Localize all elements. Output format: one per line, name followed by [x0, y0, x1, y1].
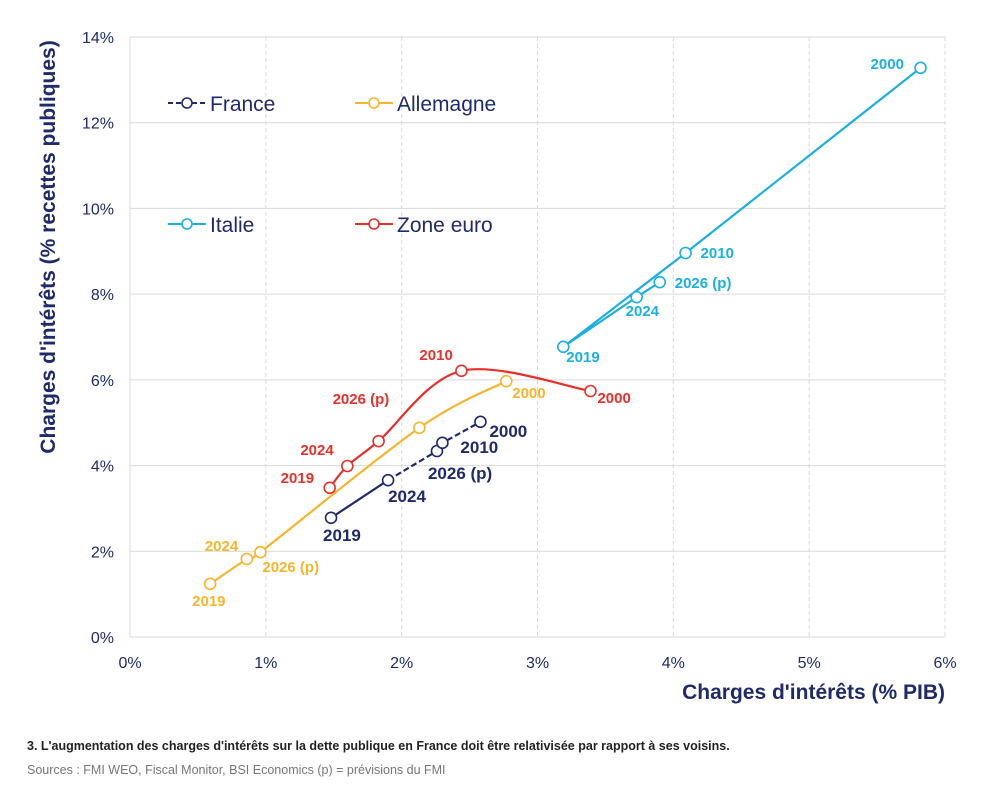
- italie-point: [653, 275, 667, 289]
- italie-point: [679, 246, 692, 260]
- y-tick-label: 2%: [91, 544, 114, 561]
- italie-legend-label: Italie: [210, 214, 254, 237]
- y-tick-label: 12%: [82, 116, 114, 133]
- france-legend-marker: [181, 97, 193, 109]
- allemagne-point: [203, 577, 217, 591]
- allemagne-point: [499, 374, 513, 388]
- italie-legend-marker: [181, 218, 193, 230]
- italie-point: [630, 290, 643, 304]
- italie-point-label: 2019: [566, 349, 599, 366]
- allemagne-point-label: 2024: [205, 538, 239, 555]
- france-point-label: 2000: [489, 422, 527, 441]
- france-series-line-dashed: [387, 420, 481, 482]
- y-tick-label: 0%: [91, 630, 114, 647]
- y-axis-title: Charges d'intérêts (% recettes publiques…: [37, 40, 60, 453]
- y-tick-label: 6%: [91, 373, 114, 390]
- zone-euro-point: [372, 434, 385, 448]
- italie-point-label: 2026 (p): [675, 275, 732, 292]
- x-tick-label: 4%: [662, 655, 685, 672]
- y-tick-label: 14%: [82, 30, 114, 47]
- x-tick-label: 3%: [526, 655, 549, 672]
- france-series-line: [330, 479, 389, 519]
- x-tick-label: 6%: [933, 655, 956, 672]
- x-tick-label: 0%: [118, 655, 141, 672]
- france-point: [324, 511, 338, 525]
- zone-euro-legend-label: Zone euro: [397, 214, 493, 237]
- zone-euro-point: [323, 481, 336, 495]
- italie-series-line: [562, 66, 922, 348]
- scatter-line-chart: 0% 2% 4% 6% 8% 10% 12% 14% 0% 1% 2% 3% 4% 5% 6% Charges…: [37, 30, 957, 704]
- allemagne-point: [254, 545, 267, 559]
- zone-euro-point-label: 2019: [281, 470, 314, 487]
- italie-point-label: 2024: [626, 303, 660, 320]
- figure-sources: Sources : FMI WEO, Fiscal Monitor, BSI E…: [27, 763, 446, 777]
- france-point-label: 2010: [460, 438, 498, 457]
- allemagne-point-label: 2026 (p): [262, 559, 319, 576]
- france-point: [381, 473, 395, 487]
- y-tick-label: 4%: [91, 459, 114, 476]
- italie-point: [557, 340, 570, 354]
- zone-euro-point-label: 2024: [300, 442, 334, 459]
- italie-point-label: 2000: [871, 56, 904, 73]
- y-tick-label: 10%: [82, 201, 114, 218]
- zone-euro-point-label: 2010: [419, 347, 452, 364]
- x-tick-label: 5%: [798, 655, 821, 672]
- italie-point: [914, 61, 927, 75]
- italie-point-label: 2010: [701, 245, 734, 262]
- allemagne-legend-marker: [368, 97, 380, 109]
- france-point: [436, 436, 449, 450]
- allemagne-point: [240, 552, 254, 566]
- france-point-label: 2026 (p): [428, 464, 492, 483]
- france-point-label: 2019: [323, 526, 361, 545]
- y-tick-label: 8%: [91, 287, 114, 304]
- france-legend-label: France: [210, 93, 275, 116]
- allemagne-point-label: 2000: [512, 385, 545, 402]
- france-point-label: 2024: [388, 487, 426, 506]
- allemagne-point: [413, 421, 426, 435]
- zone-euro-point-label: 2000: [597, 390, 630, 407]
- figure-caption: 3. L'augmentation des charges d'intérêts…: [27, 739, 730, 753]
- zone-euro-point: [584, 384, 597, 398]
- france-point: [474, 415, 487, 429]
- zone-euro-point: [341, 459, 354, 473]
- allemagne-point-label: 2019: [192, 593, 225, 610]
- x-axis-title: Charges d'intérêts (% PIB): [682, 681, 945, 704]
- zone-euro-legend-marker: [368, 218, 380, 230]
- x-tick-label: 1%: [254, 655, 277, 672]
- zone-euro-point: [455, 364, 468, 378]
- zone-euro-point-label: 2026 (p): [333, 391, 390, 408]
- x-tick-label: 2%: [390, 655, 413, 672]
- allemagne-legend-label: Allemagne: [397, 93, 496, 116]
